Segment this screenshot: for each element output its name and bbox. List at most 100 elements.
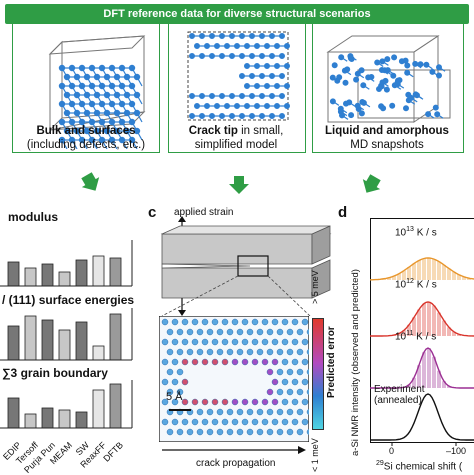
atom <box>354 77 359 82</box>
atom <box>302 319 308 325</box>
histogram-bar <box>422 352 426 388</box>
atom <box>232 319 238 325</box>
caption-liquid-subtitle: MD snapshots <box>350 139 424 151</box>
atom <box>237 329 243 335</box>
bar <box>59 272 70 286</box>
atom <box>222 399 228 405</box>
atom <box>232 359 238 365</box>
caption-bulk-title: Bulk and surfaces <box>36 125 135 137</box>
liquid-amorphous-illustration <box>318 30 458 125</box>
atom <box>252 359 258 365</box>
atom <box>262 419 268 425</box>
atom <box>277 369 283 375</box>
atom <box>385 57 390 62</box>
bar <box>42 264 53 286</box>
atom <box>182 359 188 365</box>
bar <box>93 346 104 360</box>
colorbar-bottom-label: < 1 meV <box>310 438 320 472</box>
caption-crack-subtitle: simplified model <box>195 139 277 151</box>
atom <box>257 429 263 435</box>
atom <box>302 419 308 425</box>
atom <box>182 339 188 345</box>
atom <box>302 339 308 345</box>
atom <box>267 389 273 395</box>
atom <box>222 359 228 365</box>
atom <box>285 104 290 109</box>
rate-label-12: 1012 K / s <box>395 278 437 290</box>
atom <box>172 319 178 325</box>
atom <box>302 399 308 405</box>
atom <box>197 329 203 335</box>
atom <box>222 419 228 425</box>
atom <box>177 369 183 375</box>
atom <box>267 349 273 355</box>
bar <box>110 384 121 428</box>
bar <box>8 326 19 360</box>
atom <box>287 389 293 395</box>
bar <box>110 314 121 360</box>
atom <box>227 409 233 415</box>
atom <box>297 329 303 335</box>
crack-propagation-label: crack propagation <box>196 458 276 469</box>
atom <box>282 359 288 365</box>
atom <box>345 67 350 72</box>
atom <box>212 339 218 345</box>
atom <box>202 339 208 345</box>
crack-tip-illustration <box>186 30 290 122</box>
atom <box>207 409 213 415</box>
atom <box>337 75 342 80</box>
atom <box>217 349 223 355</box>
atom <box>227 349 233 355</box>
atom <box>277 389 283 395</box>
caption-bulk: Bulk and surfaces (including defects, et… <box>16 124 156 152</box>
atom <box>282 319 288 325</box>
down-arrow-icon <box>228 174 250 196</box>
histogram-bar <box>427 348 431 388</box>
atom <box>297 369 303 375</box>
atom <box>192 339 198 345</box>
atom <box>332 63 337 68</box>
bar <box>8 262 19 286</box>
caption-liquid: Liquid and amorphous MD snapshots <box>312 124 462 152</box>
atom <box>272 319 278 325</box>
bar <box>76 412 87 428</box>
crack-error-map <box>159 316 309 442</box>
atom <box>207 329 213 335</box>
atom <box>302 379 308 385</box>
atom <box>202 319 208 325</box>
crack-propagation-arrow <box>160 444 310 456</box>
down-arrow-icon <box>80 172 102 194</box>
atom <box>202 399 208 405</box>
atom <box>285 64 290 69</box>
panel-d-xlabel: 29Si chemical shift ( <box>376 460 462 472</box>
xtick-0: 0 <box>389 446 394 456</box>
atom <box>187 329 193 335</box>
banner-text: DFT reference data for diverse structura… <box>103 8 370 20</box>
atom <box>192 319 198 325</box>
atom <box>297 429 303 435</box>
atom <box>267 329 273 335</box>
atom <box>177 349 183 355</box>
panel-d-letter: d <box>338 204 347 221</box>
bar <box>42 408 53 428</box>
atom <box>227 429 233 435</box>
atom <box>242 339 248 345</box>
atom <box>247 429 253 435</box>
atom <box>287 369 293 375</box>
atom <box>177 329 183 335</box>
atom <box>212 319 218 325</box>
atom <box>217 329 223 335</box>
atom <box>237 409 243 415</box>
atom <box>167 329 173 335</box>
atom <box>292 419 298 425</box>
atom <box>267 369 273 375</box>
bar <box>93 390 104 428</box>
atom <box>217 409 223 415</box>
bar <box>8 398 19 428</box>
atom <box>292 359 298 365</box>
atom <box>222 339 228 345</box>
top-banner: DFT reference data for diverse structura… <box>5 4 469 24</box>
atom <box>252 419 258 425</box>
histogram-bar <box>437 262 441 280</box>
atom <box>391 73 396 78</box>
